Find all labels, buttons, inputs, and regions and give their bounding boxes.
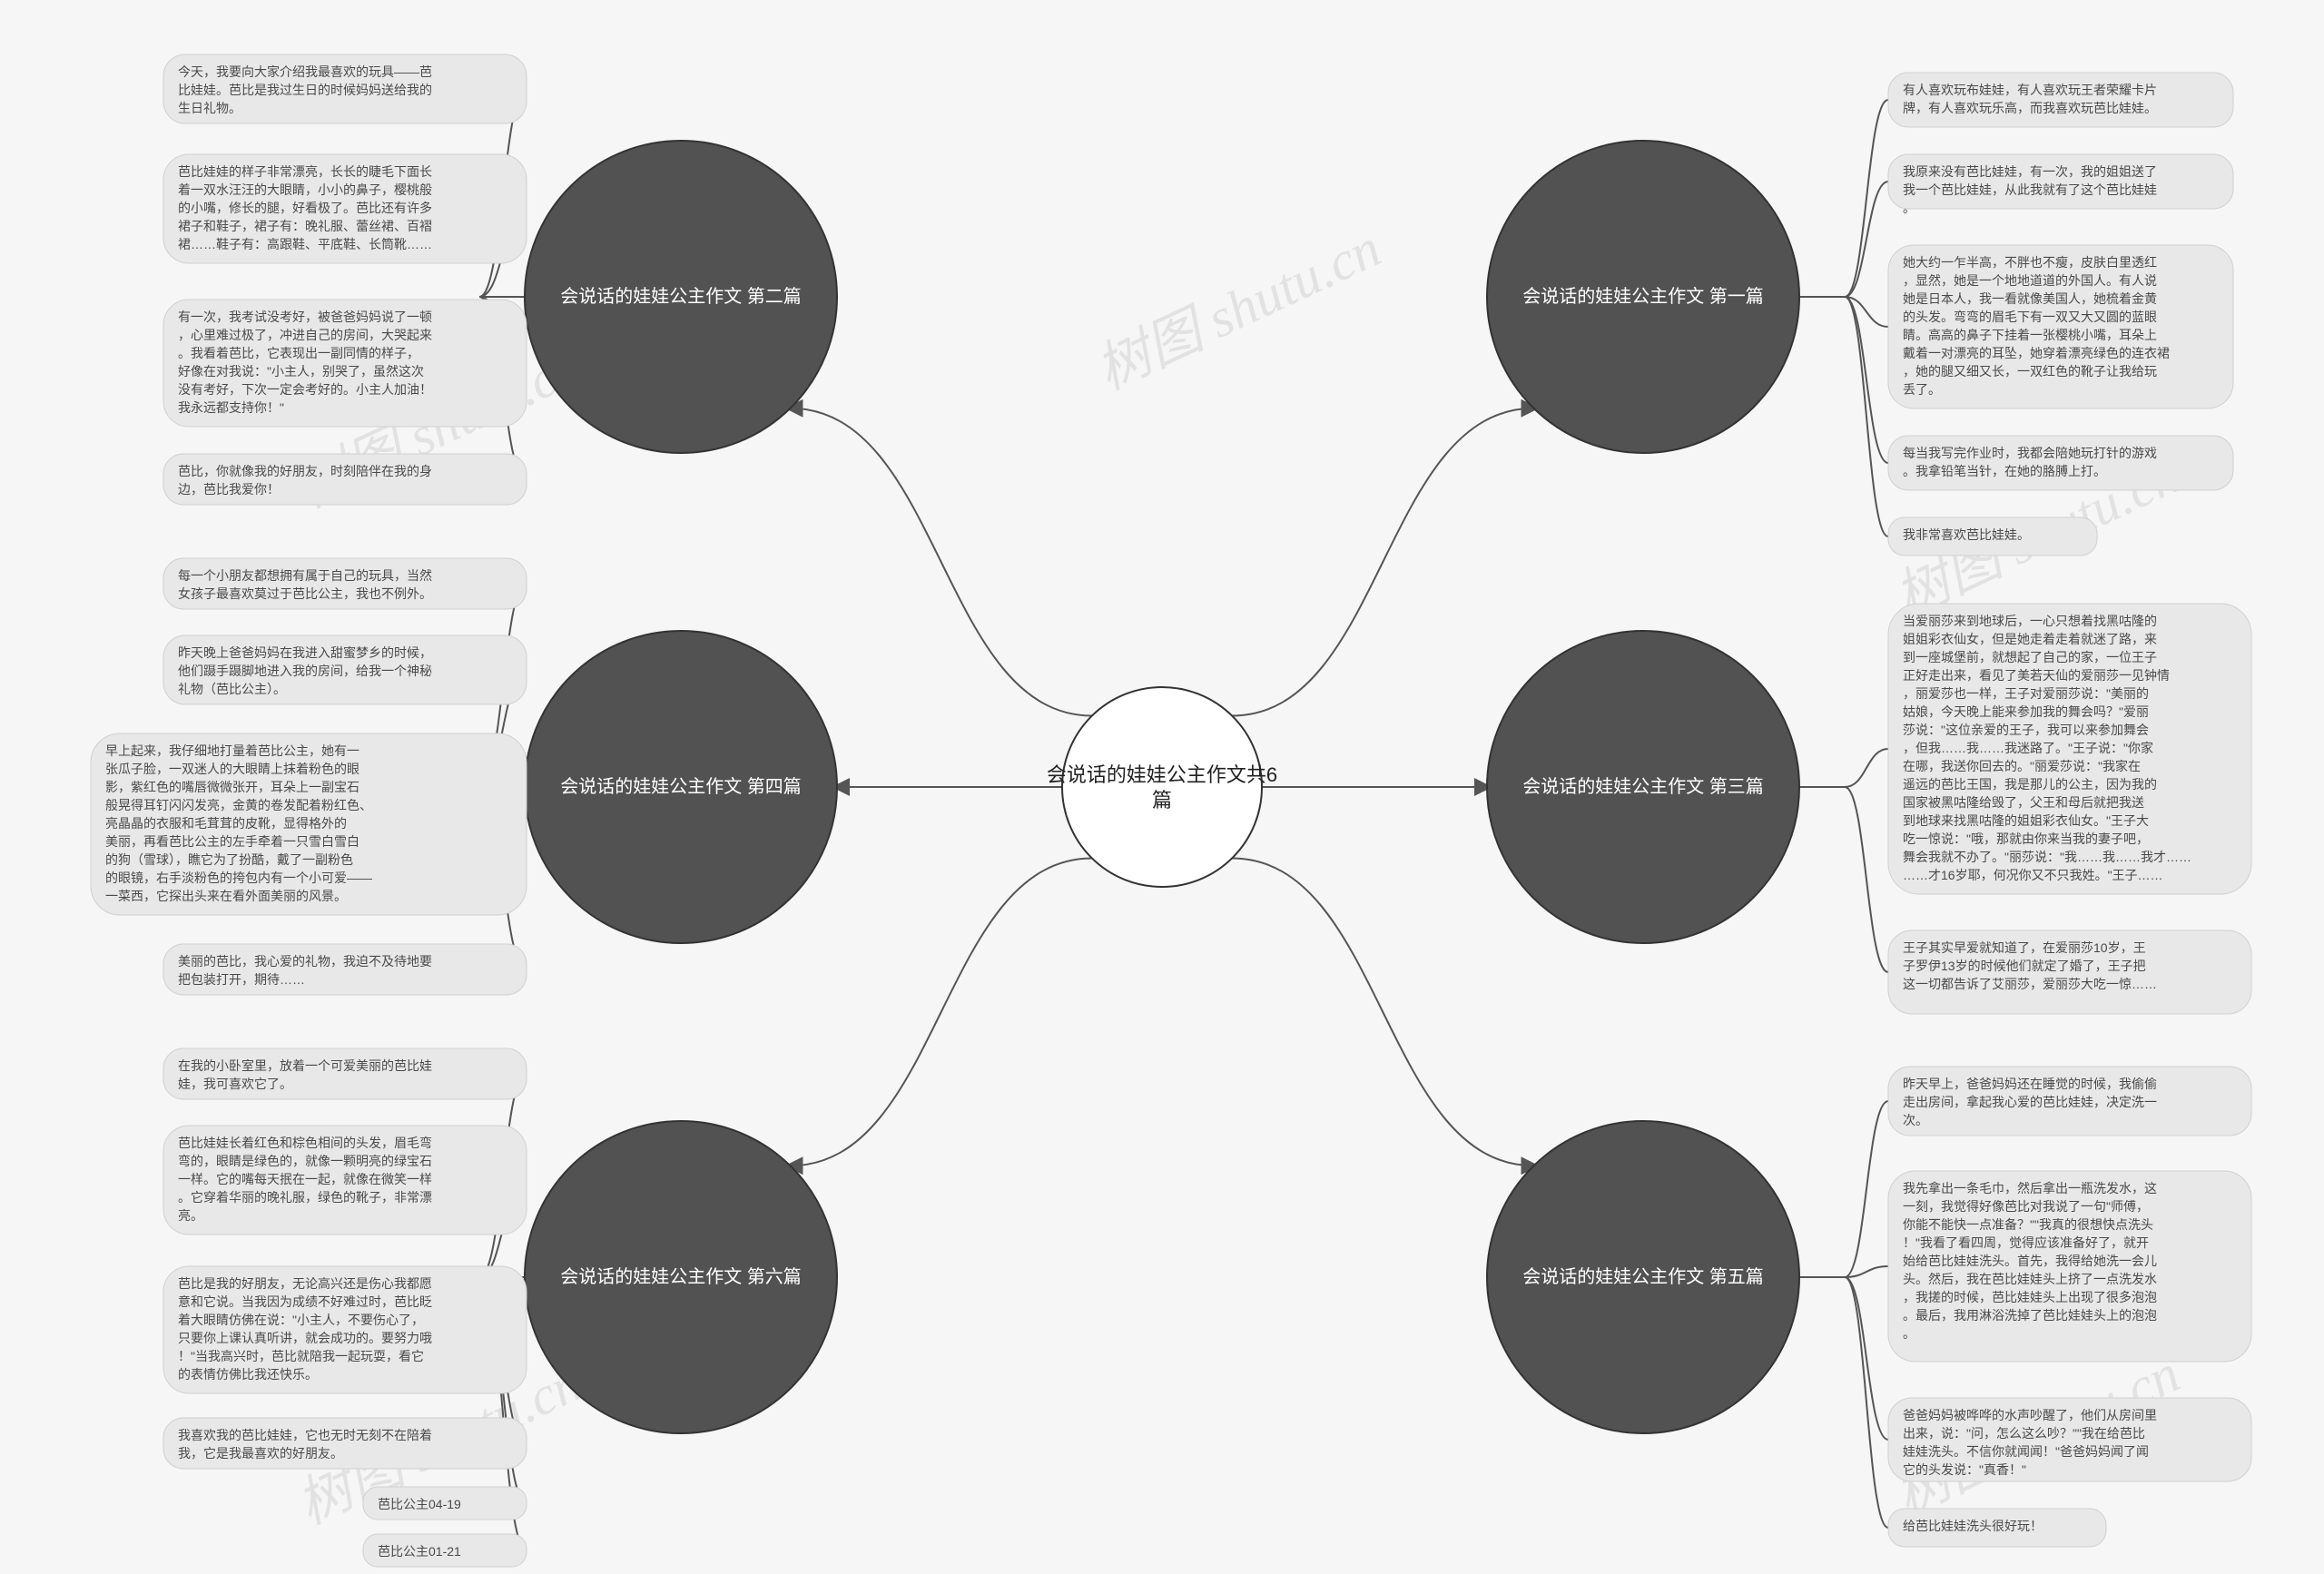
leaf-text: 我先拿出一条毛巾，然后拿出一瓶洗发水，这一刻，我觉得好像芭比对我说了一句"师傅，… xyxy=(1903,1181,2157,1341)
branch-label-b6: 会说话的娃娃公主作文 第六篇 xyxy=(560,1266,802,1287)
leaf-text: 芭比娃娃的样子非常漂亮，长长的睫毛下面长着一双水汪汪的大眼睛，小小的鼻子，樱桃般… xyxy=(178,164,432,251)
leaf-node xyxy=(163,944,527,995)
leaf-text: 芭比公主04-19 xyxy=(378,1497,461,1511)
branch-label-b2: 会说话的娃娃公主作文 第二篇 xyxy=(560,286,802,307)
leaf-text: 我非常喜欢芭比娃娃。 xyxy=(1903,527,2030,542)
mind-map-diagram: 树图 shutu.cn树图 shutu.cn树图 shutu.cn树图 shut… xyxy=(0,0,2324,1574)
branch-label-b1: 会说话的娃娃公主作文 第一篇 xyxy=(1522,286,1764,307)
leaf-node xyxy=(163,1418,527,1469)
leaf-node xyxy=(163,558,527,609)
leaf-node xyxy=(163,454,527,505)
leaf-text: 当爱丽莎来到地球后，一心只想着找黑咕隆的姐姐彩衣仙女，但是她走着走着就迷了路，来… xyxy=(1903,614,2191,882)
leaf-text: 早上起来，我仔细地打量着芭比公主，她有一张瓜子脸，一双迷人的大眼睛上抹着粉色的眼… xyxy=(105,743,372,903)
branch-label-b5: 会说话的娃娃公主作文 第五篇 xyxy=(1522,1266,1764,1287)
leaf-node xyxy=(1888,436,2233,490)
branch-label-b4: 会说话的娃娃公主作文 第四篇 xyxy=(560,776,802,797)
leaf-node xyxy=(163,1048,527,1099)
leaf-node xyxy=(1888,73,2233,127)
center-node xyxy=(1062,687,1262,887)
leaf-text: 芭比公主01-21 xyxy=(378,1544,461,1559)
leaf-text: 给芭比娃娃洗头很好玩！ xyxy=(1903,1519,2043,1533)
leaf-node xyxy=(1888,154,2233,209)
leaf-text: 王子其实早爱就知道了，在爱丽莎10岁，王子罗伊13岁的时候他们就定了婚了，王子把… xyxy=(1903,940,2157,991)
branch-label-b3: 会说话的娃娃公主作文 第三篇 xyxy=(1522,776,1764,797)
